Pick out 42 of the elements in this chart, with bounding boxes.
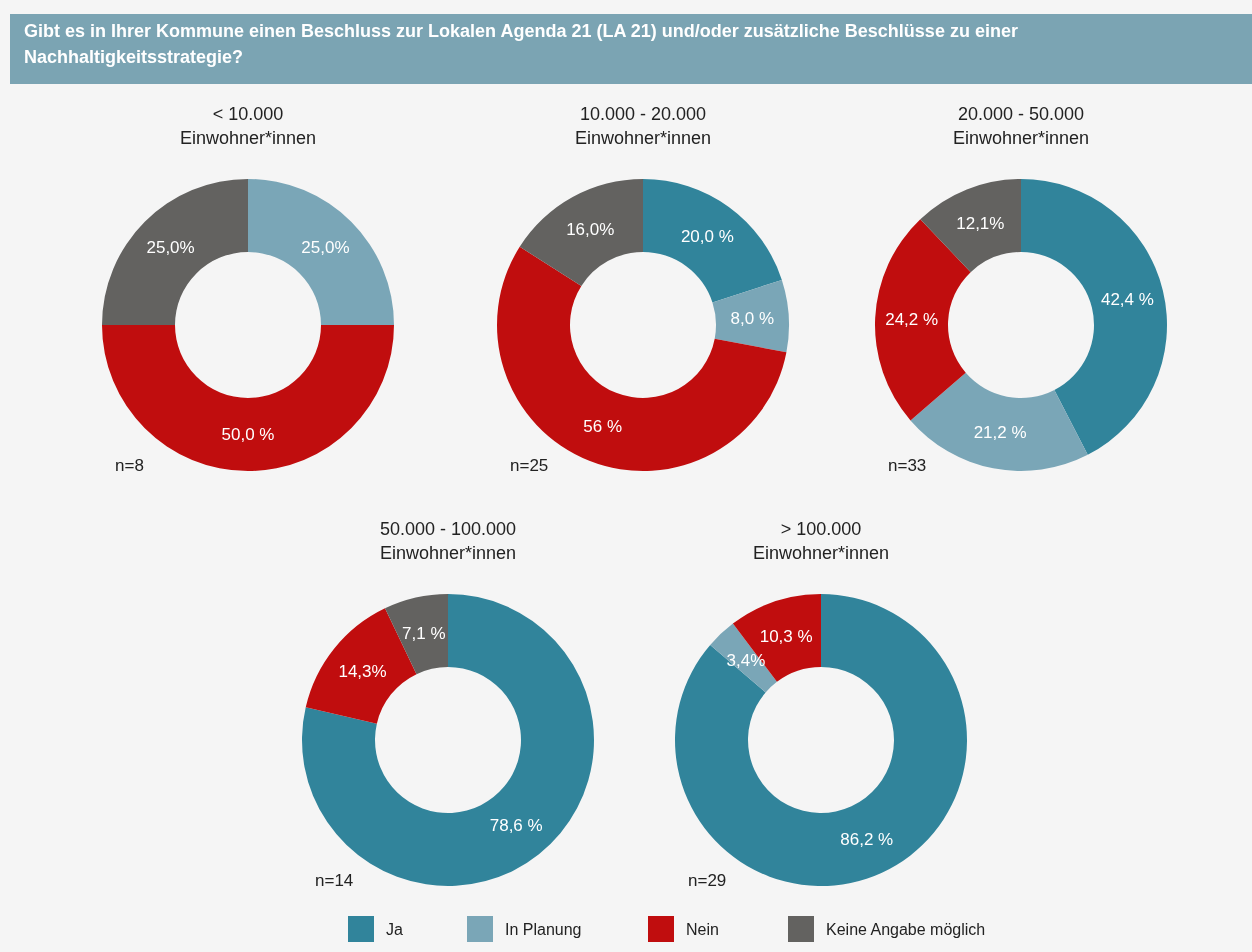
data-label: 14,3% [338,662,387,682]
donut-slice [248,179,394,325]
donut-slice [712,279,789,353]
chart-subtitle: < 10.000 Einwohner*innen [179,104,317,148]
data-label: 16,0% [566,219,615,239]
data-label: 20,0 % [680,226,734,246]
data-label: 56 % [583,417,623,437]
data-label: 8,0 % [730,308,775,328]
data-label: 21,2 % [973,422,1027,442]
donut-slice [102,325,394,471]
donut-slice [920,179,1021,273]
chart-subtitle: 50.000 - 100.000 Einwohner*innen [379,519,517,563]
text: n=29 [688,871,727,890]
donut-slice [519,179,643,286]
data-label: 78,6 % [489,816,543,836]
legend-label: Keine Angabe möglich [826,920,986,938]
chart-subtitle: > 100.000 Einwohner*innen [752,519,890,563]
donut-slice [497,246,787,471]
data-label: 24,2 % [885,310,939,330]
chart-subtitle: 10.000 - 20.000 Einwohner*innen [574,104,712,148]
text: n=14 [315,871,354,890]
donut-slice [302,594,594,886]
legend-label: In Planung [505,920,582,938]
data-label: 12,1% [956,213,1005,233]
text: n=33 [888,456,927,475]
text: n=25 [510,456,549,475]
donut-slice [102,179,248,325]
data-label: 86,2 % [840,829,894,849]
data-label: 10,3 % [759,626,813,646]
data-label: 42,4 % [1100,289,1154,309]
data-label: 50,0 % [221,425,275,444]
donut-slice [675,594,967,886]
donut-slice [643,179,782,303]
chart-title: Gibt es in Ihrer Kommune einen Beschluss zur Lokalen Agenda 21 (LA 21) und/oder zusätzliche Beschlüsse zu einer Nachhaltigkeitsstrategie? [24,20,1019,69]
data-label: 25,0% [146,238,195,258]
donut-slice [385,594,448,675]
data-label: 7,1 % [402,623,446,643]
legend-label: Nein [686,920,719,938]
data-label: 25,0% [301,238,350,258]
text: n=8 [115,456,144,475]
chart-subtitle: 20.000 - 50.000 Einwohner*innen [952,104,1090,148]
legend-label: Ja [386,920,403,938]
